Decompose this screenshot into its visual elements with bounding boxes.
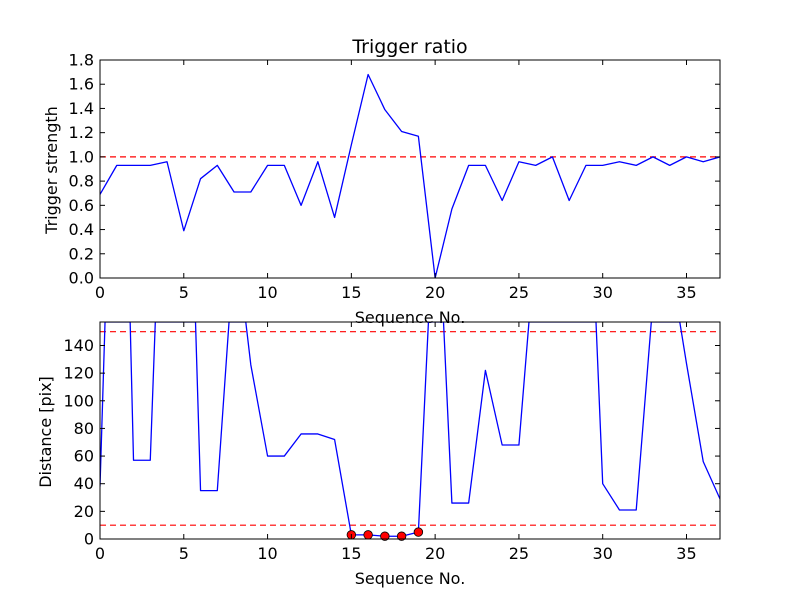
y-tick-label: 1.6 <box>69 75 94 94</box>
x-tick-label: 25 <box>509 283 529 302</box>
x-tick-label: 20 <box>425 544 445 563</box>
x-tick-label: 25 <box>509 544 529 563</box>
y-tick-label: 140 <box>63 336 94 355</box>
x-tick-label: 35 <box>676 544 696 563</box>
axes-frame <box>99 321 721 540</box>
x-tick-label: 0 <box>95 544 105 563</box>
y-tick-label: 0.2 <box>69 244 94 263</box>
y-tick-label: 40 <box>74 474 94 493</box>
y-axis-label: Distance [pix] <box>36 376 55 488</box>
plot-area <box>100 73 720 278</box>
y-tick-label: 100 <box>63 391 94 410</box>
y-tick-label: 0.0 <box>69 269 94 288</box>
x-tick-label: 5 <box>179 283 189 302</box>
x-tick-label: 30 <box>593 544 613 563</box>
y-tick-label: 1.2 <box>69 123 94 142</box>
x-tick-label: 0 <box>95 283 105 302</box>
y-tick-label: 1.4 <box>69 99 94 118</box>
series-line <box>100 73 720 278</box>
data-point-marker <box>363 530 373 540</box>
y-tick-label: 1.8 <box>69 51 94 70</box>
x-tick-label: 10 <box>257 544 277 563</box>
plot-area <box>100 322 720 537</box>
y-tick-label: 1.0 <box>69 147 94 166</box>
y-tick-label: 80 <box>74 419 94 438</box>
distance-chart: Sequence No. Distance [pix] 0 5 10 15 20 25 30… <box>36 321 721 588</box>
y-axis-label: Trigger strength <box>42 106 61 235</box>
x-tick-label: 15 <box>341 283 361 302</box>
y-tick-label: 0 <box>84 530 94 549</box>
data-point-marker <box>380 531 390 541</box>
data-point-marker <box>413 527 424 537</box>
y-tick-label: 0.6 <box>69 196 94 215</box>
x-tick-label: 30 <box>593 283 613 302</box>
y-tick-label: 20 <box>74 502 94 521</box>
y-tick-label: 0.8 <box>69 172 94 191</box>
chart-title: Trigger ratio <box>351 36 467 58</box>
x-tick-label: 5 <box>179 544 189 563</box>
y-tick-label: 60 <box>74 447 94 466</box>
series-line <box>100 322 720 537</box>
x-axis-label: Sequence No. <box>355 308 466 327</box>
x-tick-label: 10 <box>257 283 277 302</box>
x-tick-label: 20 <box>425 283 445 302</box>
y-tick-label: 0.4 <box>69 220 94 239</box>
y-tick-label: 120 <box>63 364 94 383</box>
x-tick-label: 15 <box>341 544 361 563</box>
axes-frame <box>99 59 721 279</box>
data-point-marker <box>396 531 407 541</box>
trigger-ratio-chart: Trigger ratio Sequence No. Trigger stren… <box>42 36 721 327</box>
x-axis-label: Sequence No. <box>355 569 466 588</box>
x-tick-label: 35 <box>676 283 696 302</box>
